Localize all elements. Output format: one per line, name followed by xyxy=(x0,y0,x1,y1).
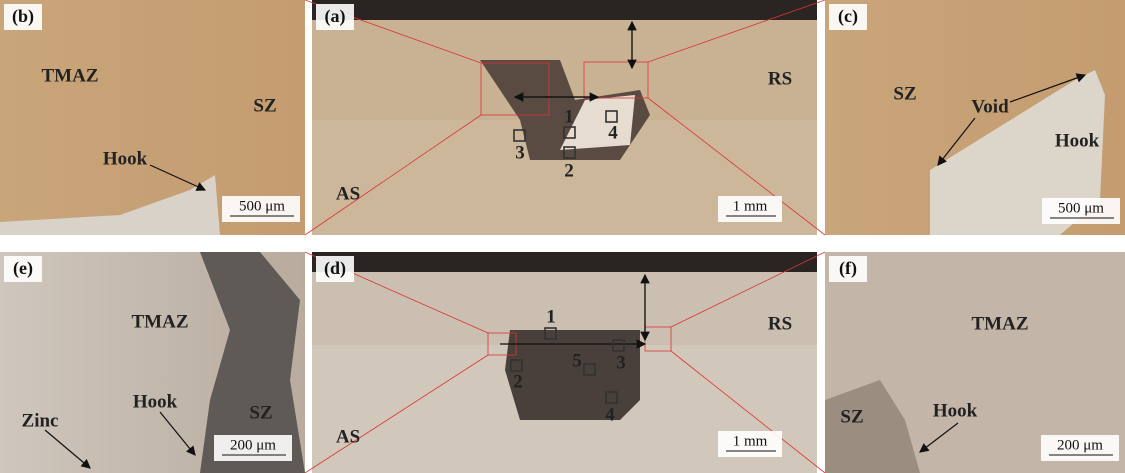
scale-bar: 1 mm xyxy=(733,198,768,214)
scale-bar: 200 μm xyxy=(230,437,276,453)
annotation: RS xyxy=(768,313,792,334)
annotation: SZ xyxy=(253,95,276,116)
annotation: Zinc xyxy=(22,410,59,431)
annotation: AS xyxy=(336,426,360,447)
annotation: TMAZ xyxy=(42,65,99,86)
figure: (b) TMAZ SZ Hook 500 μm (a) RS AS 1 2 3 … xyxy=(0,0,1125,473)
annotation: Hook xyxy=(133,391,178,412)
annotation: TMAZ xyxy=(972,313,1029,334)
annotation: Hook xyxy=(103,148,148,169)
annotation: Hook xyxy=(933,400,978,421)
annotation: TMAZ xyxy=(132,311,189,332)
panel-label: (e) xyxy=(13,258,33,279)
annotation: AS xyxy=(336,183,360,204)
annotation: SZ xyxy=(840,406,863,427)
panel-label: (f) xyxy=(839,258,857,279)
marker-label: 1 xyxy=(564,106,574,127)
marker-label: 4 xyxy=(605,404,615,425)
marker-label: 4 xyxy=(608,122,618,143)
annotation: SZ xyxy=(893,83,916,104)
marker-label: 3 xyxy=(515,142,525,163)
scale-bar: 1 mm xyxy=(733,433,768,449)
panel-label: (a) xyxy=(325,6,346,27)
scale-bar: 500 μm xyxy=(1058,200,1104,216)
annotation: SZ xyxy=(249,402,272,423)
annotation: Hook xyxy=(1055,130,1100,151)
panel-label: (d) xyxy=(324,258,346,279)
scale-bar: 200 μm xyxy=(1057,437,1103,453)
marker-label: 5 xyxy=(572,350,582,371)
annotation: Void xyxy=(971,96,1009,117)
marker-label: 3 xyxy=(616,352,626,373)
annotation: RS xyxy=(768,68,792,89)
marker-label: 1 xyxy=(546,306,556,327)
panel-label: (c) xyxy=(838,6,858,27)
panel-label: (b) xyxy=(12,6,34,27)
marker-label: 2 xyxy=(564,160,574,181)
scale-bar: 500 μm xyxy=(239,198,285,214)
marker-label: 2 xyxy=(513,371,523,392)
